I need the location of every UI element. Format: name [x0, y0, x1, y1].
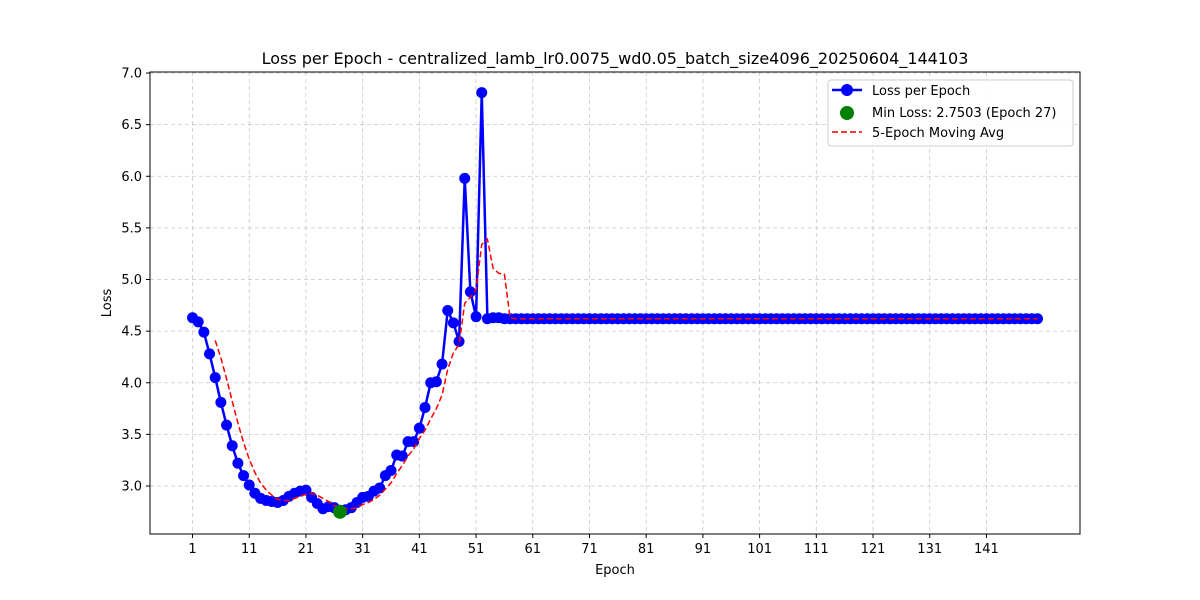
x-tick-label: 31	[354, 542, 371, 557]
x-tick-label: 91	[695, 542, 712, 557]
x-tick-label: 131	[917, 542, 942, 557]
loss-point	[243, 479, 255, 491]
loss-point	[464, 286, 476, 298]
series-layer	[187, 87, 1043, 519]
x-tick-label: 121	[861, 542, 886, 557]
loss-point	[215, 396, 227, 408]
loss-point	[226, 440, 238, 452]
loss-point	[413, 422, 425, 434]
y-tick-label: 7.0	[121, 67, 142, 82]
y-axis: 3.0 3.5 4.0 4.5 5.0 5.5 6.0 6.5 7.0	[121, 67, 150, 494]
loss-point	[396, 450, 408, 462]
loss-point	[470, 311, 482, 323]
moving-avg-line	[214, 237, 1038, 510]
x-tick-label: 11	[241, 542, 258, 557]
y-tick-label: 5.5	[121, 221, 142, 236]
y-tick-label: 3.0	[121, 479, 142, 494]
loss-point	[232, 457, 244, 469]
loss-point	[198, 326, 210, 338]
loss-point	[430, 376, 442, 388]
loss-point	[442, 304, 454, 316]
legend-swatch-loss-marker	[841, 84, 853, 96]
y-tick-label: 3.5	[121, 428, 142, 443]
plot-area-frame	[149, 71, 1081, 535]
y-tick-label: 4.5	[121, 325, 142, 340]
legend-label-loss: Loss per Epoch	[872, 84, 970, 99]
legend-swatch-min-loss	[840, 106, 854, 120]
loss-point	[192, 316, 204, 328]
x-tick-label: 41	[411, 542, 428, 557]
y-tick-label: 6.0	[121, 170, 142, 185]
x-tick-label: 141	[974, 542, 999, 557]
chart-title: Loss per Epoch - centralized_lamb_lr0.00…	[262, 49, 969, 69]
loss-point	[408, 436, 420, 448]
y-axis-label: Loss	[100, 289, 115, 318]
loss-point	[419, 402, 431, 414]
x-tick-label: 51	[468, 542, 485, 557]
loss-point	[436, 358, 448, 370]
x-tick-label: 111	[804, 542, 829, 557]
loss-point	[385, 465, 397, 477]
loss-point	[221, 419, 233, 431]
loss-point	[447, 317, 459, 329]
min-loss-point	[332, 504, 347, 519]
legend-label-min-loss: Min Loss: 2.7503 (Epoch 27)	[872, 106, 1056, 121]
loss-point	[204, 348, 216, 360]
loss-point	[238, 470, 250, 482]
y-tick-label: 6.5	[121, 118, 142, 133]
legend: Loss per Epoch Min Loss: 2.7503 (Epoch 2…	[827, 79, 1074, 147]
loss-point	[374, 482, 386, 494]
x-tick-label: 101	[747, 542, 772, 557]
x-tick-label: 71	[581, 542, 598, 557]
loss-point	[209, 372, 221, 384]
y-tick-label: 5.0	[121, 273, 142, 288]
legend-label-moving-avg: 5-Epoch Moving Avg	[872, 126, 1004, 141]
y-tick-label: 4.0	[121, 376, 142, 391]
x-tick-label: 1	[188, 542, 196, 557]
x-tick-label: 21	[298, 542, 315, 557]
x-tick-label: 81	[638, 542, 655, 557]
x-axis: 1 11 21 31 41 51 61 71 81 91 101 111 121 131 141	[188, 534, 999, 557]
loss-point	[459, 172, 471, 184]
loss-point	[476, 87, 488, 99]
x-axis-label: Epoch	[595, 563, 635, 578]
legend-box	[827, 79, 1074, 147]
x-tick-label: 61	[525, 542, 542, 557]
